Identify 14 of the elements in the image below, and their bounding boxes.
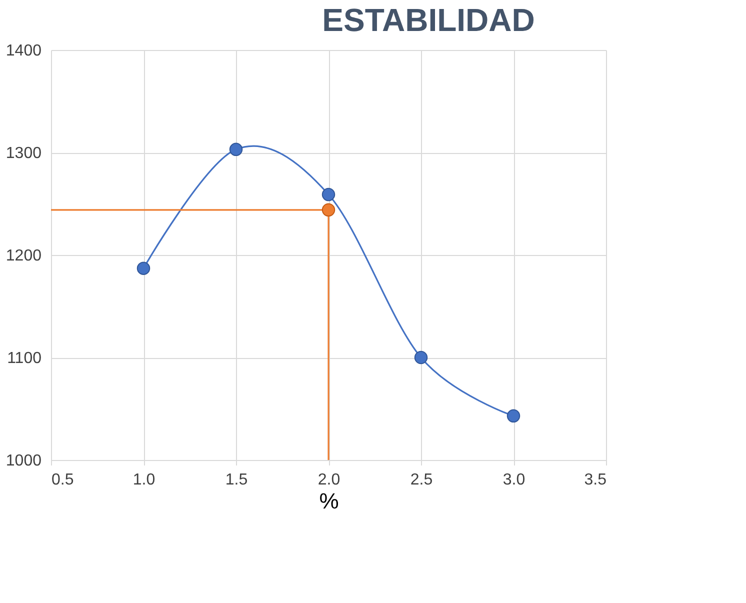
y-tick-label: 1200 bbox=[6, 248, 42, 264]
y-tick-label: 1000 bbox=[6, 452, 42, 470]
x-tick-label: 3.5 bbox=[584, 472, 607, 488]
x-tick-label: 1.5 bbox=[225, 472, 248, 488]
x-tick-label: 0.5 bbox=[52, 472, 74, 488]
chart-title: ESTABILIDAD bbox=[322, 2, 535, 38]
y-tick-label: 1300 bbox=[6, 145, 42, 162]
x-tick-label: 3.0 bbox=[502, 472, 526, 488]
y-tick-label: 1400 bbox=[6, 42, 42, 60]
x-axis-title: % bbox=[319, 488, 339, 514]
x-tick-label: 1.0 bbox=[132, 472, 156, 488]
x-tick-label: 2.5 bbox=[410, 472, 433, 488]
y-tick-label: 1100 bbox=[7, 350, 42, 367]
x-tick-label: 2.0 bbox=[318, 472, 340, 488]
